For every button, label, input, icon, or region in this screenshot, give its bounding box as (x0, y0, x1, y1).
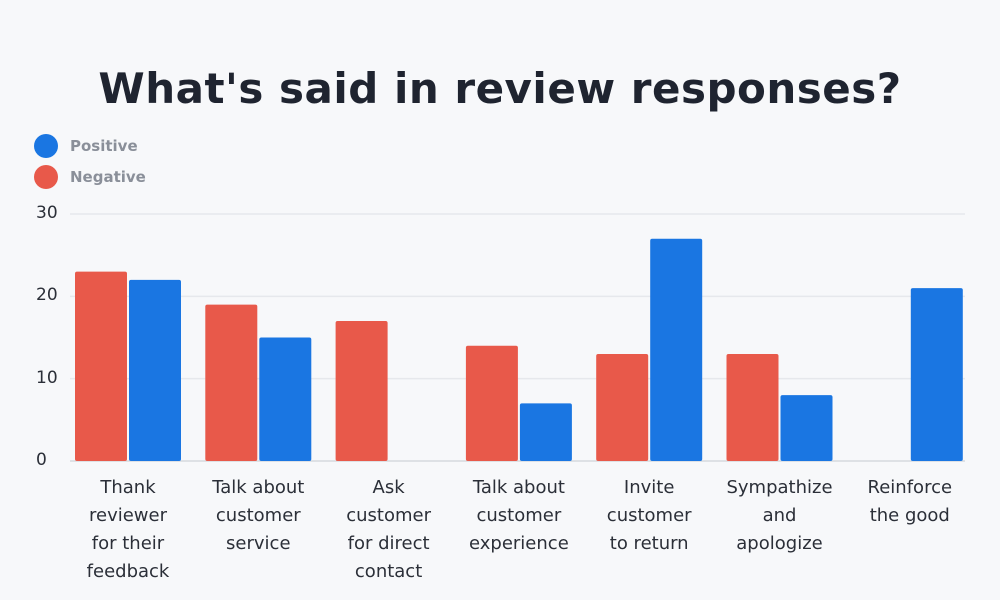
x-category-label-line: Invite (623, 477, 675, 498)
bar-positive-1 (259, 337, 312, 461)
x-category-label-line: feedback (86, 561, 170, 582)
x-category-label-line: Sympathize (726, 477, 833, 498)
x-category-label-line: customer (346, 505, 431, 526)
y-tick-label: 30 (36, 203, 58, 223)
x-category-label-line: Thank (100, 477, 156, 498)
x-category-label: Reinforce the good (845, 474, 975, 530)
x-category-label-line: the good (869, 505, 950, 526)
bar-negative-4 (596, 353, 649, 461)
x-category-label-line: experience (469, 533, 569, 554)
legend-swatch-negative (34, 164, 58, 189)
x-category-label-line: contact (354, 561, 423, 582)
bar-negative-5 (726, 353, 779, 461)
x-category-label-line: and (762, 505, 797, 526)
bar-negative-1 (205, 304, 258, 461)
x-category-label-line: for direct (347, 533, 430, 554)
y-tick-label: 0 (36, 450, 47, 470)
x-category-label: Sympathize and apologize (715, 474, 845, 558)
x-category-label: Thank reviewer for their feedback (63, 474, 193, 586)
x-category-label-line: customer (215, 505, 301, 526)
bar-positive-6 (910, 288, 963, 461)
x-category-label: Invite customer to return (584, 474, 714, 558)
legend-label-positive: Positive (70, 136, 138, 155)
x-category-label-line: Talk about (472, 477, 565, 498)
x-category-label-line: for their (91, 533, 165, 554)
legend-swatch-positive (34, 133, 58, 158)
x-category-label-line: apologize (736, 533, 823, 554)
bar-positive-3 (519, 403, 572, 461)
x-category-label: Talk about customer service (193, 474, 323, 558)
bar-positive-4 (650, 238, 703, 461)
x-category-label-line: to return (609, 533, 689, 554)
y-tick-label: 20 (36, 285, 58, 306)
bar-positive-0 (129, 279, 181, 461)
legend-item-positive: Positive (34, 130, 146, 161)
legend-label-negative: Negative (70, 167, 146, 186)
bar-positive-5 (780, 395, 833, 461)
x-category-label-line: reviewer (88, 505, 167, 526)
bar-negative-3 (465, 345, 518, 461)
x-category-label-line: customer (476, 505, 562, 526)
x-category-label-line: Reinforce (867, 477, 953, 498)
x-category-label-line: Talk about (212, 477, 305, 498)
x-category-label: Talk about customer experience (454, 474, 584, 558)
legend-item-negative: Negative (34, 161, 146, 192)
x-category-label-line: customer (606, 505, 692, 526)
x-category-label-line: service (226, 533, 291, 554)
legend: Positive Negative (34, 130, 146, 192)
x-category-label: Ask customer for direct contact (324, 474, 454, 586)
y-tick-label: 10 (36, 367, 58, 388)
x-category-label-line: Ask (372, 477, 405, 498)
bar-negative-0 (75, 271, 127, 461)
bar-negative-2 (335, 321, 388, 461)
chart-title: What's said in review responses? (98, 64, 902, 113)
